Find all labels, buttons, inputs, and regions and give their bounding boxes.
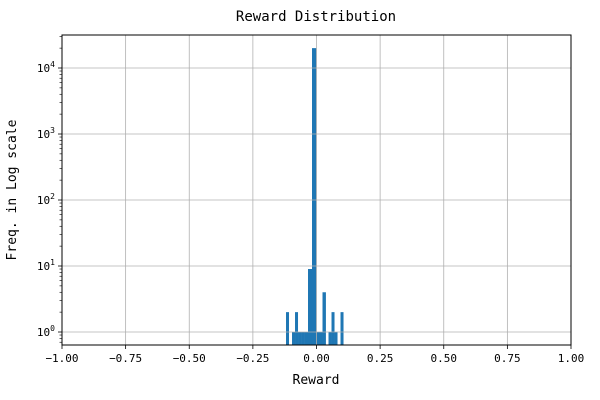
- x-tick-label: 0.50: [431, 352, 458, 365]
- histogram-bar: [308, 269, 312, 345]
- histogram-bar: [340, 312, 344, 345]
- histogram-bar: [292, 332, 296, 345]
- histogram-bar: [316, 332, 320, 345]
- histogram-bar: [312, 48, 317, 345]
- y-tick-label: 103: [37, 126, 55, 141]
- x-tick-label: 0.00: [303, 352, 330, 365]
- x-tick-label: 1.00: [558, 352, 585, 365]
- y-tick-label: 102: [37, 192, 55, 207]
- x-tick-label: −0.50: [173, 352, 206, 365]
- histogram-bar: [319, 332, 323, 345]
- histogram-bar: [322, 292, 326, 345]
- chart-title: Reward Distribution: [236, 9, 396, 25]
- histogram-bar: [304, 332, 308, 345]
- histogram-bar: [298, 332, 302, 345]
- histogram-bar: [331, 312, 335, 345]
- plot-content: −1.00 −0.75 −0.50 −0.25 0.00 0.25 0.50 0.75 1.00…: [37, 34, 585, 365]
- x-tick-label: −0.25: [236, 352, 269, 365]
- y-tick-label: 104: [37, 60, 55, 75]
- x-tick-label: 0.75: [494, 352, 521, 365]
- x-tick-label: −0.75: [109, 352, 142, 365]
- histogram-bar: [295, 312, 299, 345]
- histogram-bar: [301, 332, 305, 345]
- x-tick-label: −1.00: [45, 352, 78, 365]
- x-tick-label: 0.25: [367, 352, 394, 365]
- histogram-bar: [334, 332, 338, 345]
- y-tick-label: 100: [37, 324, 55, 339]
- y-axis-label: Freq. in Log scale: [5, 119, 20, 260]
- histogram-bar: [286, 312, 290, 345]
- x-axis-label: Reward: [293, 373, 340, 388]
- histogram-bar: [328, 332, 332, 345]
- y-tick-label: 101: [37, 258, 55, 273]
